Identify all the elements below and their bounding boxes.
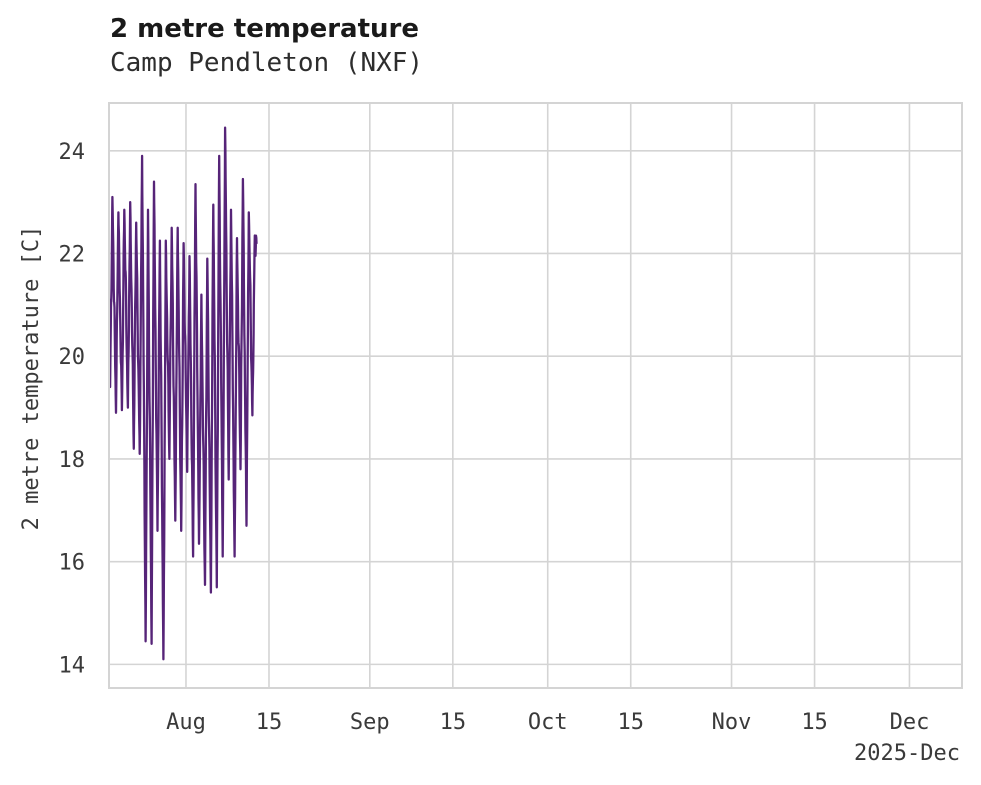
chart-title: 2 metre temperature xyxy=(110,14,419,44)
x-tick-label: 15 xyxy=(440,710,467,735)
y-axis-label: 2 metre temperature [C] xyxy=(19,226,44,531)
grid-layer xyxy=(109,103,962,688)
temperature-series-line xyxy=(108,126,258,661)
y-tick-label: 14 xyxy=(59,653,86,678)
x-tick-label: Sep xyxy=(350,710,390,735)
x-tick-label: 15 xyxy=(617,710,644,735)
x-tick-label: Oct xyxy=(528,710,568,735)
x-tick-label: Aug xyxy=(166,710,206,735)
series-layer xyxy=(108,126,258,661)
y-tick-label: 16 xyxy=(59,551,86,576)
y-tick-labels: 14 16 18 20 22 24 xyxy=(59,140,86,679)
x-axis-period-note: 2025-Dec xyxy=(854,741,960,766)
x-tick-labels: Aug 15 Sep 15 Oct 15 Nov 15 Dec xyxy=(166,710,929,735)
x-tick-label: 15 xyxy=(256,710,283,735)
x-tick-label: Dec xyxy=(890,710,930,735)
x-tick-label: Nov xyxy=(712,710,752,735)
y-tick-label: 18 xyxy=(59,448,86,473)
y-tick-label: 22 xyxy=(59,242,86,267)
x-tick-label: 15 xyxy=(801,710,828,735)
plot-border xyxy=(108,102,963,689)
y-tick-label: 24 xyxy=(59,140,86,165)
chart-subtitle: Camp Pendleton (NXF) xyxy=(110,48,424,78)
y-tick-label: 20 xyxy=(59,345,86,370)
